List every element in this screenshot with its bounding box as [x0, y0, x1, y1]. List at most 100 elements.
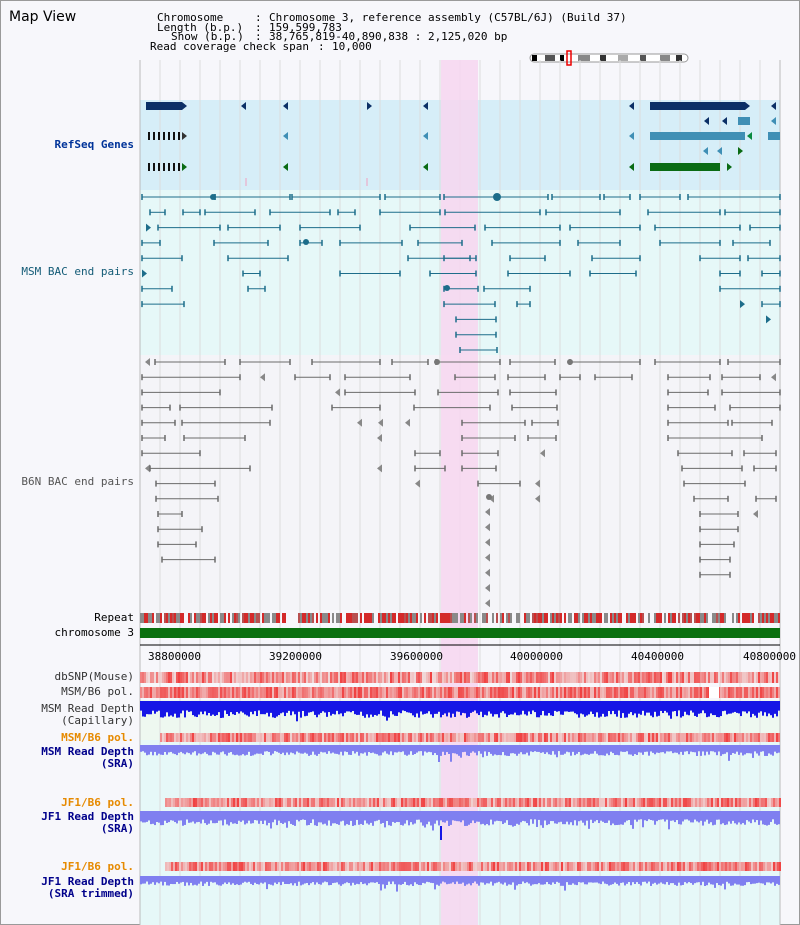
- pol-cell: [770, 733, 772, 742]
- depth-bar: [152, 811, 154, 824]
- pol-cell: [199, 862, 201, 871]
- pol-cell: [335, 862, 337, 871]
- pol-cell: [283, 798, 285, 807]
- depth-bar: [384, 745, 386, 752]
- pol-cell: [347, 862, 349, 871]
- depth-bar: [766, 811, 768, 826]
- depth-bar: [202, 876, 204, 886]
- dbsnp-cell: [304, 672, 306, 683]
- jf1-read-depth-sra-label[interactable]: JF1 Read Depth (SRA): [41, 810, 134, 835]
- msm-bac-label[interactable]: MSM BAC end pairs: [21, 265, 134, 278]
- pol-cell: [593, 862, 595, 871]
- pol-cell: [313, 798, 315, 807]
- repeat-segment: [380, 613, 382, 623]
- pol-cell: [738, 687, 740, 698]
- depth-bar: [526, 811, 528, 824]
- msm-read-depth-capillary-label[interactable]: MSM Read Depth (Capillary): [41, 702, 134, 727]
- msm-b6-pol-label[interactable]: MSM/B6 pol.: [61, 685, 134, 698]
- pol-cell: [402, 687, 404, 698]
- jf1-read-depth-trimmed-label[interactable]: JF1 Read Depth (SRA trimmed): [41, 875, 134, 900]
- gene-arrow: [241, 102, 246, 110]
- depth-bar: [768, 745, 770, 754]
- jf1-b6-pol-label[interactable]: JF1/B6 pol.: [61, 796, 134, 809]
- pol-cell: [466, 687, 468, 698]
- dbsnp-cell: [474, 672, 476, 683]
- depth-bar: [294, 745, 296, 755]
- depth-bar: [260, 701, 262, 715]
- repeat-segment: [326, 613, 328, 623]
- depth-bar: [624, 876, 626, 886]
- repeat-segment: [408, 613, 410, 623]
- pol-cell: [390, 733, 392, 742]
- depth-bar: [650, 811, 652, 820]
- pol-cell: [655, 798, 657, 807]
- pol-cell: [447, 798, 449, 807]
- depth-bar: [458, 876, 460, 884]
- pol-cell: [170, 687, 172, 698]
- repeat-segment: [216, 613, 218, 623]
- repeat-segment: [170, 613, 172, 623]
- msm-read-depth-sra-label[interactable]: MSM Read Depth (SRA): [41, 745, 134, 770]
- depth-bar: [626, 876, 628, 884]
- pol-cell: [524, 733, 526, 742]
- depth-bar: [722, 876, 724, 884]
- pol-cell: [360, 687, 362, 698]
- refseq-genes-label[interactable]: RefSeq Genes: [54, 138, 134, 151]
- jf1-b6-pol-trimmed-label[interactable]: JF1/B6 pol.: [61, 860, 134, 873]
- pol-cell: [244, 687, 246, 698]
- gene-feature: [650, 132, 745, 140]
- depth-bar: [216, 811, 218, 823]
- depth-bar: [146, 745, 148, 756]
- pol-cell: [675, 798, 677, 807]
- dbsnp-cell: [700, 672, 702, 683]
- bac-cluster: [210, 194, 216, 200]
- pol-cell: [625, 798, 627, 807]
- depth-bar: [202, 811, 204, 820]
- pol-cell: [560, 687, 562, 698]
- dbsnp-cell: [706, 672, 708, 683]
- depth-bar: [504, 811, 506, 823]
- pol-cell: [680, 687, 682, 698]
- pol-cell: [360, 733, 362, 742]
- pol-cell: [673, 862, 675, 871]
- depth-bar: [312, 745, 314, 752]
- pol-cell: [550, 687, 552, 698]
- depth-bar: [640, 811, 642, 820]
- depth-bar: [208, 745, 210, 756]
- depth-bar: [508, 701, 510, 715]
- repeat-segment: [308, 613, 310, 623]
- depth-bar: [234, 701, 236, 715]
- repeat-segment: [436, 613, 438, 623]
- depth-bar: [362, 876, 364, 885]
- bac-end-arrow: [142, 269, 147, 278]
- pol-cell: [523, 798, 525, 807]
- depth-bar: [230, 701, 232, 713]
- pol-cell: [631, 862, 633, 871]
- depth-bar: [336, 876, 338, 883]
- pol-cell: [591, 798, 593, 807]
- pol-cell: [592, 687, 594, 698]
- repeat-segment: [386, 613, 388, 623]
- repeat-segment: [576, 613, 578, 623]
- pol-cell: [238, 733, 240, 742]
- depth-bar: [608, 745, 610, 756]
- depth-bar: [648, 811, 650, 820]
- depth-bar: [490, 811, 492, 820]
- depth-bar: [234, 876, 236, 885]
- pol-cell: [200, 687, 202, 698]
- dbsnp-cell: [160, 672, 162, 683]
- depth-bar: [616, 811, 618, 826]
- depth-bar: [744, 745, 746, 755]
- b6n-bac-label[interactable]: B6N BAC end pairs: [21, 475, 134, 488]
- pol-cell: [347, 798, 349, 807]
- dbsnp-label[interactable]: dbSNP(Mouse): [54, 670, 134, 683]
- dbsnp-cell: [266, 672, 268, 683]
- depth-bar: [286, 876, 288, 884]
- pol-cell: [664, 733, 666, 742]
- msm-b6-pol-sra-label[interactable]: MSM/B6 pol.: [61, 731, 134, 744]
- pol-cell: [312, 687, 314, 698]
- pol-cell: [507, 798, 509, 807]
- depth-bar: [326, 811, 328, 826]
- depth-bar: [194, 876, 196, 885]
